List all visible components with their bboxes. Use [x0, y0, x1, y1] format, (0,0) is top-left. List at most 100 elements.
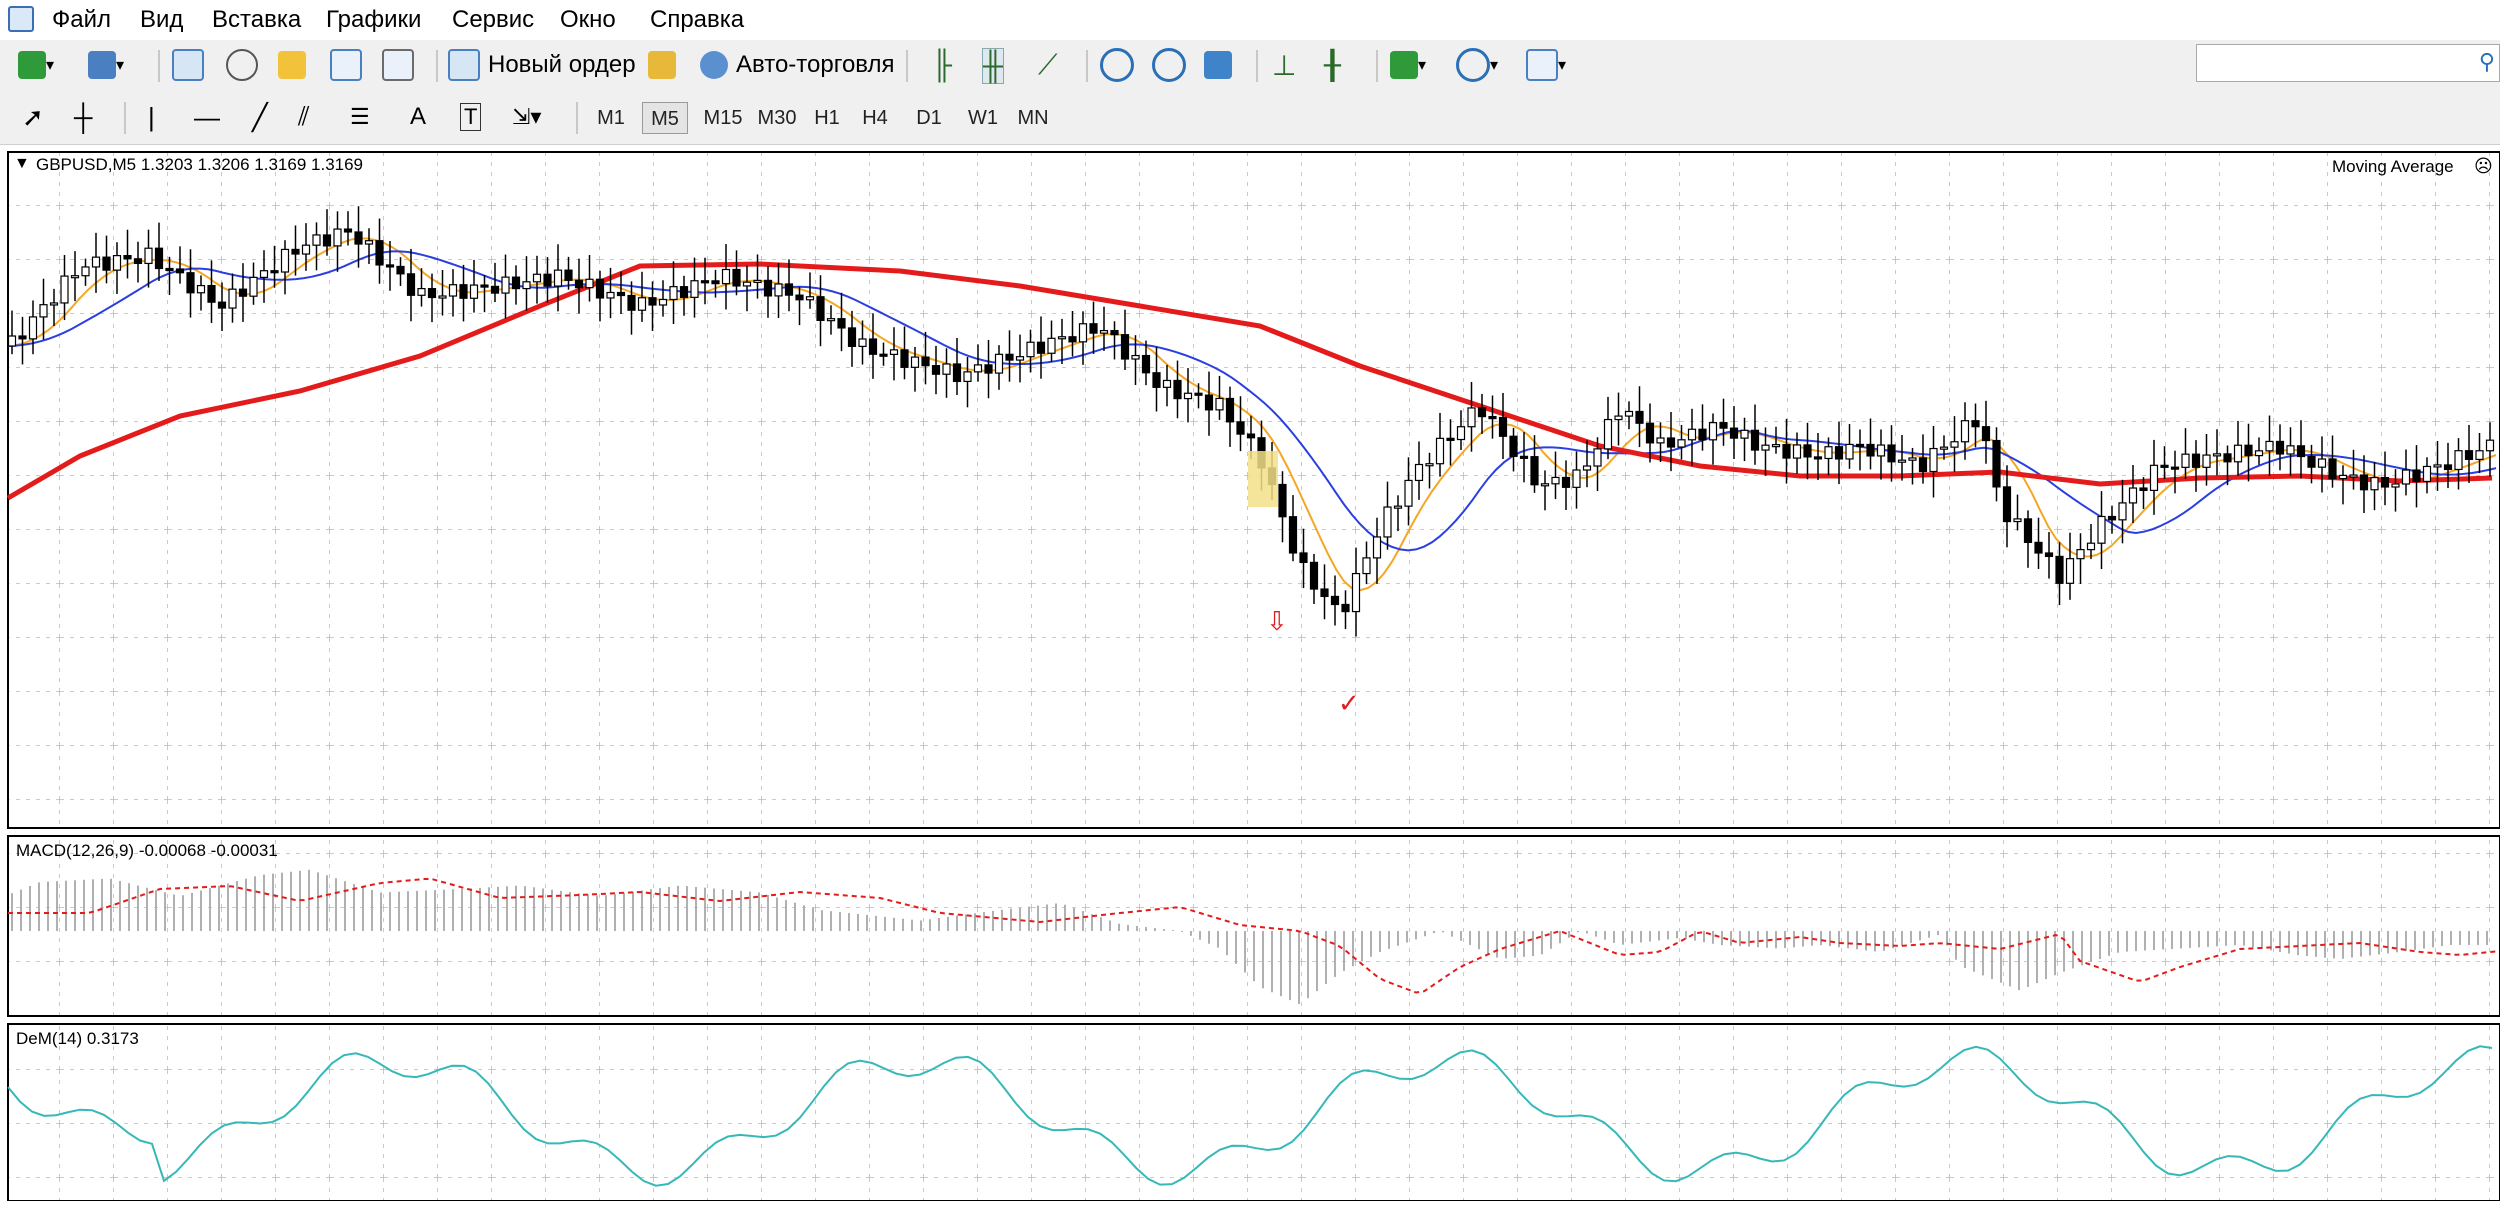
candle-body [196, 284, 206, 294]
candle-body [2233, 444, 2243, 463]
candle-body [816, 296, 825, 321]
candle-body [2139, 487, 2148, 492]
profiles-button[interactable]: ▾ [88, 48, 124, 82]
candle-body [753, 279, 762, 283]
candle-body [70, 275, 80, 279]
chart-window[interactable]: ⇩ ✓ ▼ GBPUSD,M5 1.3203 1.3206 1.3169 1.3… [0, 146, 2500, 1202]
tf-d1[interactable]: D1 [916, 107, 942, 129]
zoom-out-button[interactable] [1152, 48, 1186, 82]
candle-body [1288, 516, 1298, 554]
candle-body [574, 279, 584, 289]
candle-body [1341, 603, 1350, 613]
toolbar-separator [1376, 50, 1378, 82]
periods-button[interactable]: ▾ [1456, 48, 1498, 82]
menu-tools[interactable]: Сервис [452, 6, 535, 33]
tile-windows-button[interactable] [1204, 48, 1232, 82]
text-tool[interactable]: A [410, 100, 426, 134]
fibonacci-tool[interactable]: ☰ [350, 100, 370, 134]
channel-icon: ⫽ [298, 101, 310, 131]
candle-body [2265, 440, 2274, 452]
trendline-tool[interactable]: ╱ [252, 100, 268, 134]
auto-trading-label: Авто-торговля [736, 51, 895, 78]
crosshair-tool[interactable]: ┼ [74, 100, 92, 134]
horizontal-line-tool[interactable]: — [194, 100, 220, 134]
dem-pane[interactable] [7, 1023, 2500, 1202]
chart-shift-button[interactable]: ╂ [1324, 48, 1341, 82]
candle-body [490, 285, 500, 294]
tf-m5[interactable]: M5 [642, 102, 688, 134]
menu-file[interactable]: Файл [52, 6, 112, 33]
candle-body [1834, 446, 1844, 460]
equidistant-channel-tool[interactable]: ⫽ [298, 100, 310, 134]
cursor-tool[interactable]: ➚ [22, 100, 44, 134]
candle-body [1372, 536, 1382, 559]
menu-charts[interactable]: Графики [326, 6, 422, 33]
metaeditor-button[interactable] [648, 48, 676, 82]
candle-body [2254, 450, 2264, 457]
candle-body [228, 288, 237, 309]
candle-body [1897, 459, 1907, 463]
market-watch-button[interactable] [172, 48, 204, 82]
candle-body [1813, 456, 1823, 460]
candle-body [123, 255, 132, 260]
candle-body [2349, 474, 2358, 478]
candle-body [39, 304, 48, 318]
candle-body [1750, 429, 1760, 451]
favorites-button[interactable] [278, 48, 306, 82]
arrows-tool[interactable]: ⇲▾ [512, 100, 541, 134]
candle-body [2307, 455, 2316, 468]
vertical-line-tool[interactable]: | [148, 100, 155, 134]
bar-chart-button[interactable]: ╟ [932, 48, 952, 82]
search-input[interactable]: ⚲ [2196, 44, 2500, 82]
templates-button[interactable]: ▾ [1526, 48, 1566, 82]
line-chart-button[interactable]: ⟋ [1038, 48, 1058, 82]
tile-icon [1204, 51, 1232, 79]
menu-help[interactable]: Справка [650, 6, 745, 33]
text-label-tool[interactable]: T [460, 100, 482, 134]
macd-indicator [8, 869, 2497, 1005]
candle-body [1078, 323, 1088, 343]
candle-body [984, 364, 993, 374]
search-icon: ⚲ [2478, 49, 2495, 74]
zoom-in-button[interactable] [1100, 48, 1134, 82]
autoscroll-button[interactable]: ⊥ [1272, 48, 1296, 82]
auto-trading-button[interactable]: Авто-торговля [700, 48, 894, 82]
indicators-button[interactable]: ▾ [1390, 48, 1426, 82]
candle-body [1089, 323, 1098, 334]
candle-body [2370, 476, 2379, 491]
tester-button[interactable] [382, 48, 414, 82]
candle-body [910, 356, 920, 368]
candle-body [1635, 410, 1644, 424]
menu-view[interactable]: Вид [140, 6, 184, 33]
candle-body [2433, 464, 2442, 468]
app-icon[interactable] [8, 6, 34, 32]
menu-insert[interactable]: Вставка [212, 6, 302, 33]
candle-chart-button[interactable]: ╫ [982, 48, 1004, 84]
tf-h4[interactable]: H4 [862, 107, 888, 129]
new-order-button[interactable]: Новый ордер [448, 48, 636, 82]
tf-m15[interactable]: M15 [703, 107, 743, 129]
candle-body [1204, 394, 1214, 411]
candle-body [1729, 427, 1739, 439]
new-chart-button[interactable]: ▾ [18, 48, 54, 82]
candle-body [2181, 453, 2190, 468]
candle-body [2454, 450, 2463, 471]
menu-window[interactable]: Окно [560, 6, 616, 33]
candle-body [2296, 445, 2306, 458]
text-icon: A [410, 103, 427, 130]
tf-mn[interactable]: MN [1017, 107, 1049, 129]
tf-h1[interactable]: H1 [814, 107, 840, 129]
tf-m1[interactable]: M1 [597, 107, 625, 129]
dem-line [7, 1045, 2493, 1187]
navigator-button[interactable] [226, 48, 258, 82]
candle-body [595, 278, 605, 299]
chart-collapse-icon[interactable]: ▼ [14, 155, 30, 172]
candle-body [186, 272, 195, 294]
candle-body [1120, 334, 1130, 360]
chart-svg[interactable]: ⇩ ✓ ▼ GBPUSD,M5 1.3203 1.3206 1.3169 1.3… [0, 146, 2500, 1202]
candle-body [1393, 505, 1403, 509]
terminal-button[interactable] [330, 48, 362, 82]
tf-m30[interactable]: M30 [757, 107, 797, 129]
candle-body [1530, 456, 1539, 486]
tf-w1[interactable]: W1 [968, 107, 998, 129]
